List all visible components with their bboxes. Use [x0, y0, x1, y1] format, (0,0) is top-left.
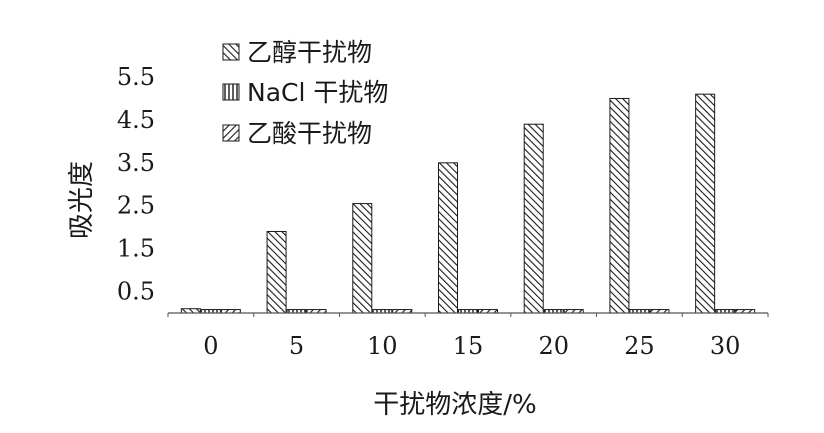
bar-diag-back-0 — [180, 308, 201, 314]
y-tick-label: 3.5 — [117, 149, 155, 177]
x-axis-title: 干扰物浓度/% — [373, 390, 536, 420]
y-tick-label: 2.5 — [117, 192, 155, 220]
y-tick-label: 5.5 — [117, 63, 155, 91]
bar-diag-back-30 — [695, 93, 716, 314]
legend-label: 乙酸干扰物 — [247, 119, 372, 148]
x-tick-label: 0 — [203, 332, 218, 360]
legend-swatch-diag-fwd — [222, 124, 240, 142]
y-tick-label: 0.5 — [117, 278, 155, 306]
x-tick-label: 25 — [624, 332, 655, 360]
y-axis-ticks: 0.5 1.5 2.5 3.5 4.5 5.5 — [117, 63, 155, 306]
legend-label: 乙醇干扰物 — [247, 38, 372, 67]
x-tick-label: 30 — [710, 332, 741, 360]
bar-diag-back-5 — [266, 230, 287, 314]
legend-label: NaCl 干扰物 — [247, 78, 388, 107]
legend-swatch-vertical — [222, 83, 240, 101]
y-tick-label: 4.5 — [117, 106, 155, 134]
x-axis-ticks: 0 5 10 15 20 25 30 — [167, 313, 769, 360]
bar-diag-back-10 — [352, 203, 373, 314]
bar-diag-back-20 — [523, 123, 544, 314]
bar-diag-back-15 — [438, 162, 458, 314]
x-tick-label: 5 — [289, 332, 304, 360]
y-axis-title: 吸光度 — [67, 161, 97, 239]
bars — [180, 93, 756, 314]
x-tick-label: 20 — [538, 332, 569, 360]
x-tick-label: 15 — [453, 332, 484, 360]
y-tick-label: 1.5 — [117, 235, 155, 263]
bar-diag-back-25 — [609, 97, 630, 314]
legend-swatch-diag-back — [222, 43, 240, 61]
x-tick-label: 10 — [367, 332, 398, 360]
